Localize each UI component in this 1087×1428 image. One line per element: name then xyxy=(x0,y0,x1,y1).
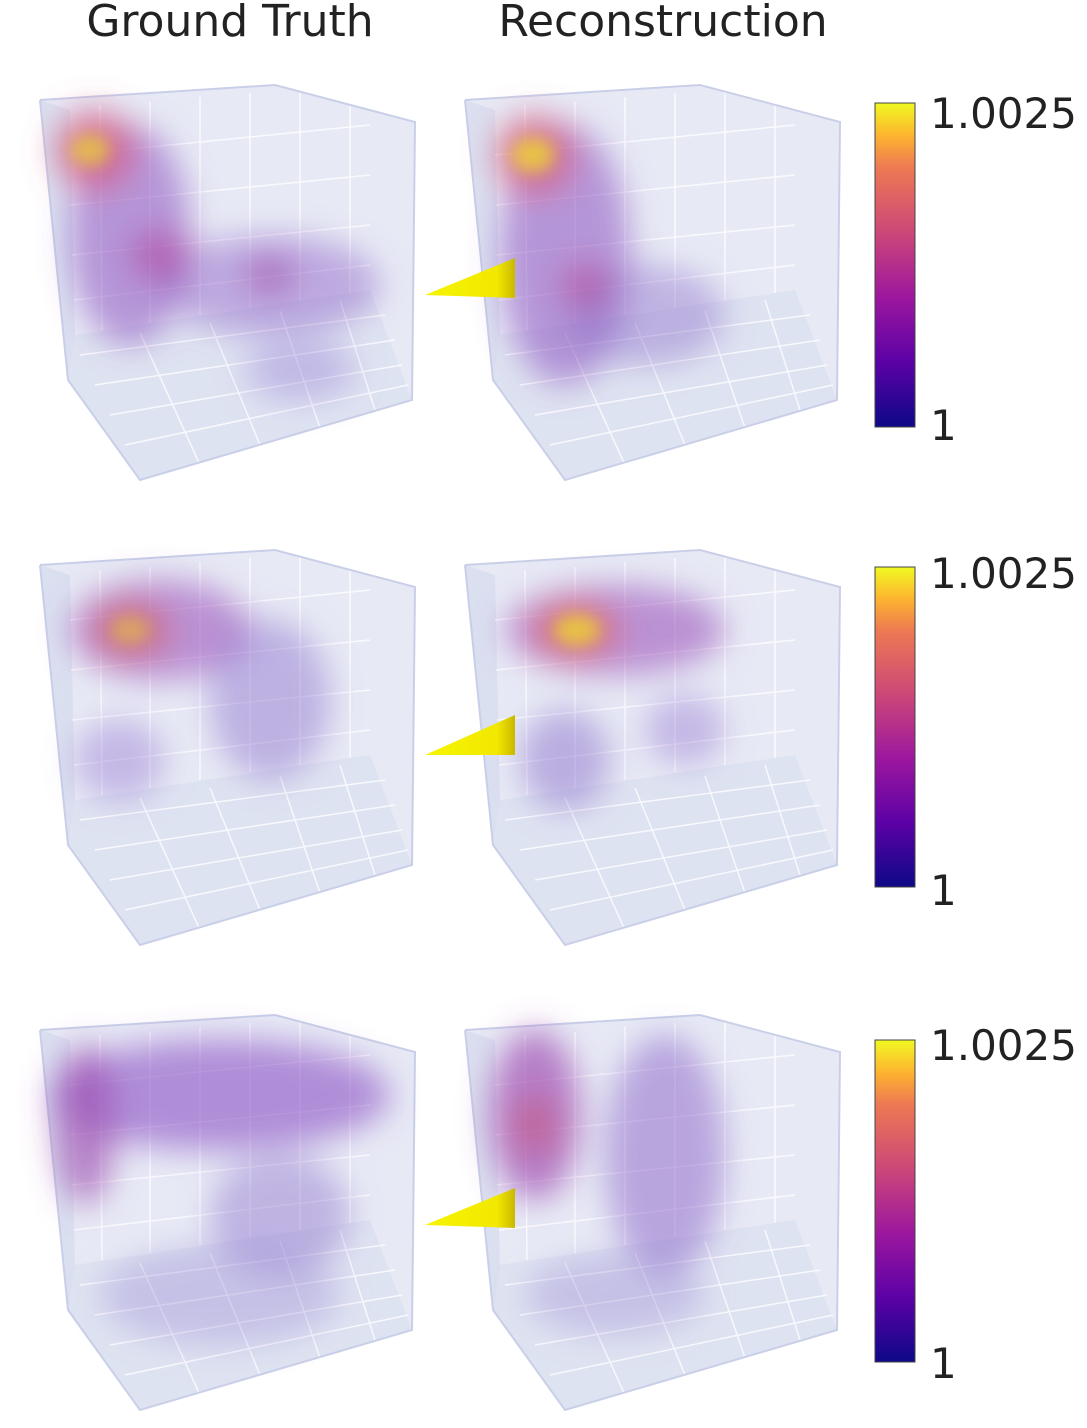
colorbar-label: 1 xyxy=(930,866,957,915)
colorbar-label: 1 xyxy=(930,401,957,450)
arrow-cone xyxy=(425,258,515,298)
panel xyxy=(464,1014,841,1411)
panel xyxy=(464,84,841,481)
colorbar-label: 1 xyxy=(930,1339,957,1388)
colorbar-label: 1.0025 xyxy=(930,549,1077,598)
colorbar xyxy=(874,102,916,428)
column-title: Ground Truth xyxy=(86,0,373,47)
colorbar xyxy=(874,566,916,888)
column-title: Reconstruction xyxy=(498,0,827,47)
arrow-cone xyxy=(425,1188,515,1228)
panel xyxy=(39,549,416,946)
colorbar-label: 1.0025 xyxy=(930,1021,1077,1070)
panel xyxy=(39,84,416,481)
arrow-cone xyxy=(425,715,515,755)
colorbar-label: 1.0025 xyxy=(930,89,1077,138)
colorbar xyxy=(874,1039,916,1363)
panel xyxy=(39,1014,416,1411)
panel xyxy=(464,549,841,946)
